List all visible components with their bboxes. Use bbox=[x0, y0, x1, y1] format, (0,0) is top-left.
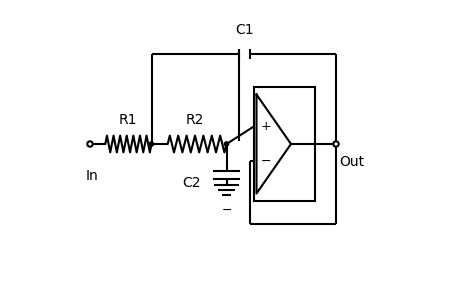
Text: C2: C2 bbox=[183, 176, 201, 190]
Circle shape bbox=[87, 141, 93, 147]
Circle shape bbox=[225, 142, 229, 146]
Text: C1: C1 bbox=[235, 23, 254, 38]
Text: Out: Out bbox=[339, 155, 364, 169]
Text: In: In bbox=[86, 169, 98, 184]
Circle shape bbox=[149, 142, 153, 146]
Bar bbox=[253, 87, 315, 201]
Text: −: − bbox=[261, 155, 271, 168]
Text: R1: R1 bbox=[118, 113, 137, 128]
Circle shape bbox=[333, 141, 339, 147]
Text: −: − bbox=[221, 204, 232, 217]
Text: +: + bbox=[261, 120, 272, 133]
Text: R2: R2 bbox=[186, 113, 204, 128]
